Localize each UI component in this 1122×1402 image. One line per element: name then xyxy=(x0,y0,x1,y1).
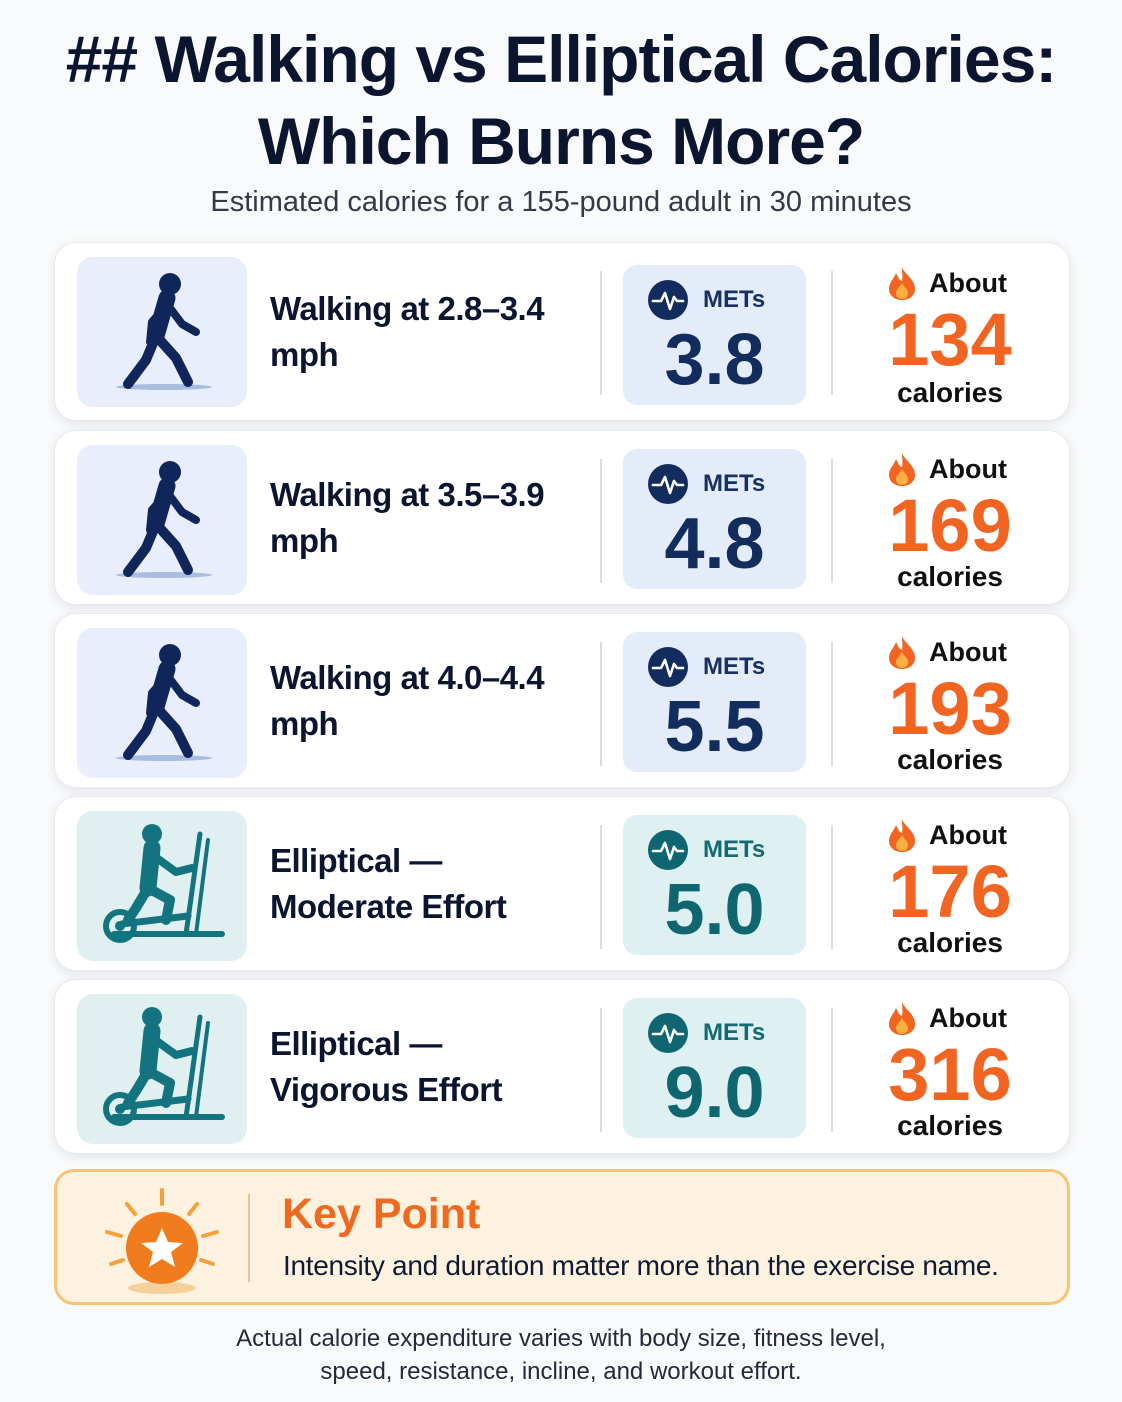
met-label: METs xyxy=(703,1019,766,1046)
about-label: About xyxy=(929,819,1007,850)
calorie-block: About 169 calories xyxy=(845,431,1055,604)
met-label: METs xyxy=(703,470,766,497)
flame-icon xyxy=(889,267,915,300)
heartbeat-icon xyxy=(647,646,689,688)
activity-label-line-2: Moderate Effort xyxy=(270,887,507,925)
met-value: 4.8 xyxy=(664,504,765,584)
flame-icon xyxy=(889,819,915,852)
activity-label: Elliptical — Vigorous Effort xyxy=(270,980,600,1153)
elliptical-machine-icon xyxy=(92,816,232,956)
calorie-value: 169 xyxy=(888,484,1012,567)
activity-card-walking-medium: Walking at 3.5–3.9 mph METs 4.8 About 16… xyxy=(54,430,1070,605)
heartbeat-icon xyxy=(647,1012,689,1054)
calorie-block: About 176 calories xyxy=(845,797,1055,970)
divider xyxy=(600,459,602,583)
walking-person-icon xyxy=(92,262,232,402)
divider xyxy=(831,1008,833,1132)
key-point-panel: Key Point Intensity and duration matter … xyxy=(54,1169,1070,1305)
heartbeat-icon xyxy=(647,829,689,871)
activity-label: Elliptical — Moderate Effort xyxy=(270,797,600,970)
divider xyxy=(831,825,833,949)
activity-label: Walking at 2.8–3.4 mph xyxy=(270,243,600,420)
page-subtitle: Estimated calories for a 155-pound adult… xyxy=(210,186,912,218)
met-value: 3.8 xyxy=(664,320,765,400)
footnote-line-1: Actual calorie expenditure varies with b… xyxy=(236,1325,886,1352)
calorie-value: 176 xyxy=(888,850,1012,933)
calorie-unit: calories xyxy=(897,377,1003,408)
divider xyxy=(600,825,602,949)
calorie-block: About 316 calories xyxy=(845,980,1055,1153)
divider xyxy=(831,459,833,583)
activity-card-elliptical-moderate: Elliptical — Moderate Effort METs 5.0 Abo… xyxy=(54,796,1070,971)
activity-card-elliptical-vigorous: Elliptical — Vigorous Effort METs 9.0 Abo… xyxy=(54,979,1070,1154)
met-box: METs 4.8 xyxy=(623,449,806,589)
divider xyxy=(600,271,602,395)
elliptical-icon-box xyxy=(77,811,247,961)
title-line-1: ## Walking vs Elliptical Calories: xyxy=(65,22,1058,96)
flame-icon xyxy=(889,1002,915,1035)
footnote-line-2: speed, resistance, incline, and workout … xyxy=(320,1358,802,1385)
calorie-unit: calories xyxy=(897,1110,1003,1141)
flame-icon xyxy=(889,453,915,486)
key-point-title: Key Point xyxy=(282,1190,481,1238)
met-label: METs xyxy=(703,653,766,680)
activity-card-walking-slow: Walking at 2.8–3.4 mph METs 3.8 About 13… xyxy=(54,242,1070,421)
title-line-2: Which Burns More? xyxy=(257,104,865,178)
about-label: About xyxy=(929,267,1007,298)
met-box: METs 5.5 xyxy=(623,632,806,772)
activity-label-line-1: Walking at 3.5–3.9 mph xyxy=(270,475,545,559)
activity-label-line-2: Vigorous Effort xyxy=(270,1070,503,1108)
calorie-block: About 134 calories xyxy=(845,243,1055,420)
about-label: About xyxy=(929,636,1007,667)
calorie-value: 193 xyxy=(888,667,1012,750)
met-box: METs 9.0 xyxy=(623,998,806,1138)
key-point-text: Intensity and duration matter more than … xyxy=(283,1250,999,1281)
activity-card-walking-fast: Walking at 4.0–4.4 mph METs 5.5 About 19… xyxy=(54,613,1070,788)
star-badge-icon xyxy=(105,1188,219,1294)
activity-label: Walking at 3.5–3.9 mph xyxy=(270,431,600,604)
met-label: METs xyxy=(703,286,766,313)
activity-label-line-1: Walking at 4.0–4.4 mph xyxy=(270,658,545,742)
met-box: METs 5.0 xyxy=(623,815,806,955)
walking-person-icon xyxy=(92,633,232,773)
activity-label-line-1: Walking at 2.8–3.4 mph xyxy=(270,289,545,373)
divider xyxy=(600,1008,602,1132)
met-box: METs 3.8 xyxy=(623,265,806,405)
heartbeat-icon xyxy=(647,463,689,505)
heartbeat-icon xyxy=(647,279,689,321)
divider xyxy=(600,642,602,766)
calorie-block: About 193 calories xyxy=(845,614,1055,787)
calorie-unit: calories xyxy=(897,927,1003,958)
met-value: 5.5 xyxy=(664,687,765,767)
met-value: 9.0 xyxy=(664,1053,765,1133)
footnote: Actual calorie expenditure varies with b… xyxy=(0,1322,1122,1388)
page-title: ## Walking vs Elliptical Calories: Which… xyxy=(0,18,1122,182)
walking-icon-box xyxy=(77,445,247,595)
calorie-value: 134 xyxy=(888,298,1012,381)
elliptical-machine-icon xyxy=(92,999,232,1139)
walking-icon-box xyxy=(77,257,247,407)
calorie-unit: calories xyxy=(897,744,1003,775)
divider xyxy=(831,642,833,766)
walking-icon-box xyxy=(77,628,247,778)
about-label: About xyxy=(929,1002,1007,1033)
met-value: 5.0 xyxy=(664,870,765,950)
flame-icon xyxy=(889,636,915,669)
walking-person-icon xyxy=(92,450,232,590)
divider xyxy=(831,271,833,395)
calorie-unit: calories xyxy=(897,561,1003,592)
about-label: About xyxy=(929,453,1007,484)
elliptical-icon-box xyxy=(77,994,247,1144)
activity-label: Walking at 4.0–4.4 mph xyxy=(270,614,600,787)
activity-label-line-1: Elliptical — xyxy=(270,841,442,879)
calorie-value: 316 xyxy=(888,1033,1012,1116)
activity-label-line-1: Elliptical — xyxy=(270,1024,442,1062)
divider xyxy=(248,1194,250,1282)
met-label: METs xyxy=(703,836,766,863)
